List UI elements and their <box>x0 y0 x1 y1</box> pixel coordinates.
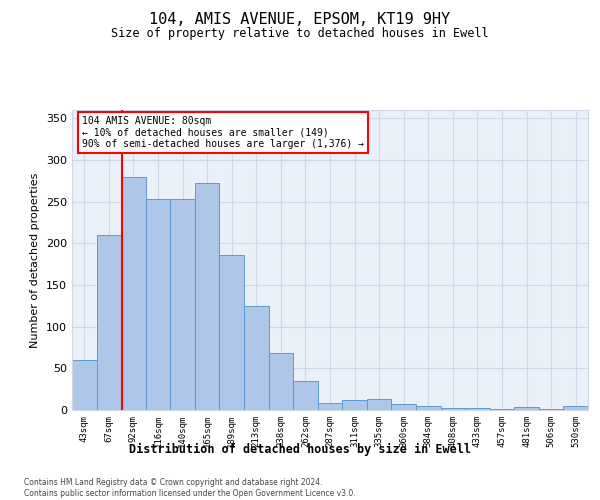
Bar <box>342 400 367 410</box>
Bar <box>563 406 588 410</box>
Bar <box>391 404 416 410</box>
Text: Distribution of detached houses by size in Ewell: Distribution of detached houses by size … <box>129 442 471 456</box>
Bar <box>367 399 391 410</box>
Y-axis label: Number of detached properties: Number of detached properties <box>31 172 40 348</box>
Text: Size of property relative to detached houses in Ewell: Size of property relative to detached ho… <box>111 28 489 40</box>
Bar <box>465 408 490 410</box>
Text: Contains HM Land Registry data © Crown copyright and database right 2024.
Contai: Contains HM Land Registry data © Crown c… <box>24 478 356 498</box>
Bar <box>293 381 318 410</box>
Bar <box>416 406 440 410</box>
Bar <box>514 406 539 410</box>
Bar <box>244 306 269 410</box>
Bar <box>121 176 146 410</box>
Bar <box>72 360 97 410</box>
Bar <box>170 199 195 410</box>
Bar <box>146 199 170 410</box>
Bar <box>195 182 220 410</box>
Bar <box>269 352 293 410</box>
Bar <box>318 402 342 410</box>
Bar <box>539 409 563 410</box>
Text: 104, AMIS AVENUE, EPSOM, KT19 9HY: 104, AMIS AVENUE, EPSOM, KT19 9HY <box>149 12 451 28</box>
Bar <box>97 235 121 410</box>
Bar <box>440 408 465 410</box>
Bar <box>490 409 514 410</box>
Bar <box>220 255 244 410</box>
Text: 104 AMIS AVENUE: 80sqm
← 10% of detached houses are smaller (149)
90% of semi-de: 104 AMIS AVENUE: 80sqm ← 10% of detached… <box>82 116 364 149</box>
